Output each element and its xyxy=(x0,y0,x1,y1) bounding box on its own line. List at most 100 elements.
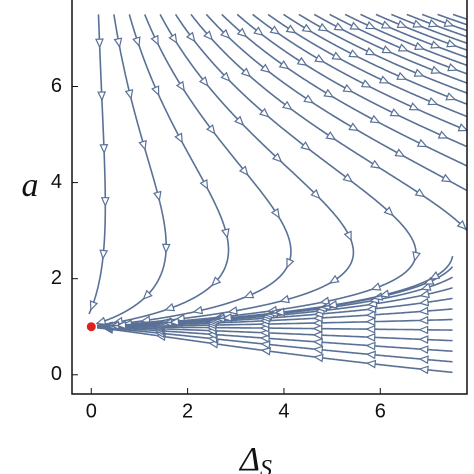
stream-line xyxy=(205,13,467,192)
stream-arrow xyxy=(259,334,271,343)
stream-arrow xyxy=(325,131,337,141)
stream-line xyxy=(252,13,467,132)
stream-arrow xyxy=(260,63,271,74)
stream-arrow xyxy=(161,243,171,254)
stream-arrow xyxy=(100,197,110,208)
stream-arrow xyxy=(446,39,458,48)
stream-arrow xyxy=(238,165,249,177)
stream-arrow xyxy=(274,307,285,317)
stream-arrow xyxy=(220,71,231,82)
stream-arrow xyxy=(418,315,429,325)
stream-line xyxy=(190,13,467,231)
stream-line xyxy=(267,13,467,118)
stream-arrow xyxy=(151,85,160,97)
y-tick-label: 6 xyxy=(51,75,62,97)
stream-arrow xyxy=(211,276,222,287)
stream-arrow xyxy=(364,47,376,56)
stream-arrow xyxy=(418,306,429,316)
stream-arrow xyxy=(285,24,297,34)
stream-line xyxy=(437,13,467,26)
stream-arrow xyxy=(168,317,180,327)
stream-arrow xyxy=(236,27,248,38)
stream-arrow xyxy=(365,310,376,320)
stream-arrow xyxy=(142,289,153,300)
stream-arrow xyxy=(313,353,324,363)
stream-arrow xyxy=(443,18,455,28)
stream-arrow xyxy=(418,335,429,345)
stream-arrow xyxy=(198,76,209,87)
stream-arrow xyxy=(260,340,271,350)
stream-arrow xyxy=(379,289,390,299)
stream-arrow xyxy=(278,60,290,70)
stream-arrow xyxy=(333,22,345,31)
stream-arrow xyxy=(342,83,354,93)
stream-arrow xyxy=(381,45,393,54)
stream-arrow xyxy=(312,324,323,334)
stream-arrow xyxy=(343,230,352,242)
stream-arrow xyxy=(447,62,459,72)
stream-line xyxy=(360,13,467,59)
stream-arrow xyxy=(203,30,214,41)
stream-arrow xyxy=(429,270,441,280)
stream-arrow xyxy=(383,206,394,217)
stream-arrow xyxy=(116,320,127,330)
stream-arrow xyxy=(253,26,264,37)
stream-arrow xyxy=(414,188,426,198)
stream-lines xyxy=(88,13,467,375)
stream-arrow xyxy=(312,330,323,340)
stream-arrow xyxy=(301,23,313,33)
stream-arrow xyxy=(99,144,109,155)
x-axis-title: ΔS xyxy=(238,441,272,474)
stream-arrow xyxy=(416,138,428,148)
stream-line xyxy=(97,326,453,352)
stream-line xyxy=(97,14,292,327)
stream-arrow xyxy=(243,290,255,299)
stream-arrow xyxy=(319,296,330,306)
stream-arrow xyxy=(418,345,429,355)
stream-line xyxy=(97,14,417,328)
plot-frame xyxy=(71,0,468,395)
stream-arrow xyxy=(437,130,449,139)
stream-arrow xyxy=(220,28,231,40)
stream-arrow xyxy=(99,249,109,260)
stream-arrow xyxy=(281,100,293,111)
stream-arrow xyxy=(360,79,372,88)
stream-arrow xyxy=(418,297,430,307)
stream-arrow xyxy=(221,313,233,322)
stream-arrow xyxy=(413,68,425,77)
stream-arrow xyxy=(317,22,329,32)
stream-arrow xyxy=(326,300,338,309)
stream-arrow xyxy=(95,316,107,325)
stream-arrow xyxy=(389,108,401,117)
stream-arrow xyxy=(124,88,134,100)
stream-arrow xyxy=(365,341,376,351)
stream-arrow xyxy=(427,96,439,106)
stream-arrow xyxy=(370,282,382,291)
stream-arrow xyxy=(430,40,442,49)
stream-arrow xyxy=(279,294,290,304)
stream-arrow xyxy=(260,346,272,356)
stream-arrow xyxy=(427,19,439,28)
stream-arrow xyxy=(164,302,176,312)
stream-arrow xyxy=(457,123,467,132)
stream-arrow xyxy=(113,37,123,49)
stream-arrow xyxy=(270,207,280,219)
stream-arrow xyxy=(349,21,361,30)
stream-arrow xyxy=(365,20,377,30)
stream-arrow xyxy=(419,289,430,299)
stream-arrow xyxy=(365,332,376,342)
stream-arrow xyxy=(342,173,354,183)
stream-arrow xyxy=(199,178,209,190)
stream-arrow xyxy=(312,337,323,347)
stream-arrow xyxy=(418,325,429,335)
stream-arrow xyxy=(150,34,159,46)
stream-line xyxy=(391,13,467,44)
stream-arrow xyxy=(348,122,360,132)
stream-arrow xyxy=(192,305,204,315)
stream-arrow xyxy=(89,300,99,312)
stream-arrow xyxy=(174,132,183,144)
stream-arrow xyxy=(312,345,324,355)
y-tick-label: 4 xyxy=(51,171,62,193)
y-tick-label: 0 xyxy=(51,363,62,385)
